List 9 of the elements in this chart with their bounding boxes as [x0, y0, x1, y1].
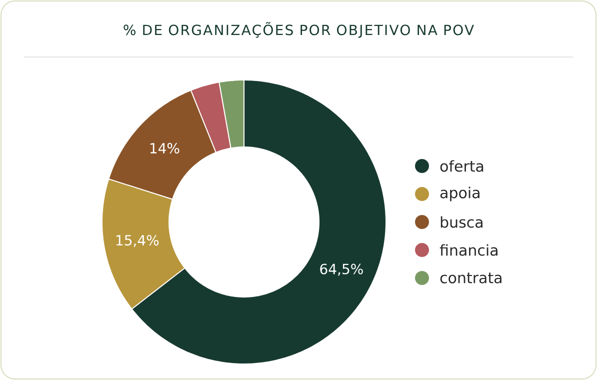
data-label: 15,4%: [116, 234, 159, 247]
data-label: 14%: [150, 142, 180, 154]
chart-title: % DE ORGANIZAÇÕES POR OBJETIVO NA POV: [124, 22, 474, 38]
legend-label: apoia: [440, 186, 480, 202]
data-label: 64,5%: [320, 264, 363, 276]
legend-label: contrata: [440, 272, 502, 284]
legend-label: oferta: [440, 160, 484, 172]
legend-label: financia: [440, 244, 498, 256]
legend-label: busca: [440, 216, 482, 228]
